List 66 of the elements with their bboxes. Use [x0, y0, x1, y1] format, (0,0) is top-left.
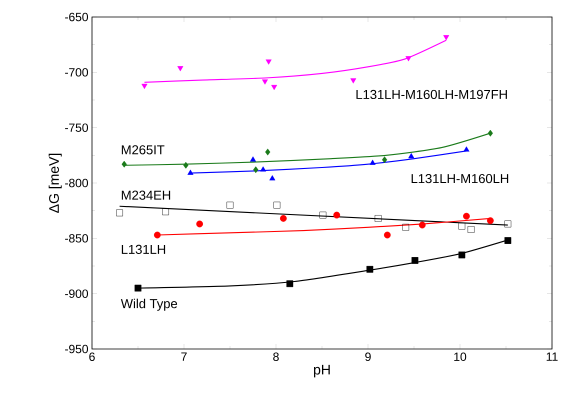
series-label: M234EH	[122, 190, 170, 200]
point	[402, 224, 410, 231]
series-label: M265IT	[122, 145, 164, 154]
x-tick-label: 11	[546, 352, 558, 361]
point	[122, 160, 127, 168]
y-tick-label: -800	[65, 178, 88, 188]
x-tick-label: 10	[454, 352, 466, 361]
x-tick-label: 7	[181, 352, 187, 361]
point	[265, 148, 270, 156]
point	[458, 222, 466, 230]
point	[382, 156, 388, 164]
point	[154, 232, 161, 238]
point	[280, 215, 287, 222]
y-tick-label: -700	[65, 68, 88, 77]
point	[286, 280, 294, 288]
point	[333, 212, 340, 218]
point	[412, 257, 418, 264]
point	[488, 130, 493, 137]
point	[262, 79, 268, 85]
y-tick-label: -650	[65, 12, 88, 22]
series-label: L131LH	[122, 244, 166, 254]
point	[274, 202, 280, 209]
point	[418, 222, 426, 228]
point	[366, 266, 374, 273]
series-label: L131LH-M160LH-M197FH	[356, 90, 507, 100]
point	[504, 220, 512, 228]
point	[408, 153, 414, 158]
x-tick-label: 6	[89, 352, 95, 361]
point	[141, 84, 148, 89]
point	[187, 170, 194, 175]
point	[226, 202, 234, 209]
point	[260, 166, 266, 172]
y-tick-label: -850	[65, 234, 88, 243]
point	[468, 226, 474, 233]
x-tick-label: 8	[273, 352, 279, 361]
point	[271, 84, 278, 90]
point	[463, 146, 470, 152]
point	[486, 217, 494, 224]
point	[183, 162, 188, 169]
y-tick-label: -900	[65, 289, 88, 298]
point	[458, 252, 466, 258]
x-tick-label: 9	[365, 352, 371, 361]
point	[196, 220, 204, 228]
point	[374, 215, 382, 222]
point	[320, 212, 326, 218]
point	[134, 284, 142, 292]
point	[463, 212, 470, 220]
point	[406, 56, 412, 62]
point	[266, 59, 272, 65]
y-tick-label: -750	[65, 123, 88, 132]
point	[177, 66, 184, 72]
x-axis-title: pH	[314, 364, 330, 378]
y-axis-title: ΔG [meV]	[48, 154, 62, 213]
point	[116, 209, 123, 216]
point	[504, 237, 512, 244]
series-label: L131LH-M160LH	[412, 174, 508, 184]
point	[253, 166, 258, 174]
point	[443, 35, 450, 40]
point	[370, 160, 376, 165]
point	[269, 175, 276, 180]
point	[162, 208, 169, 216]
point	[384, 232, 391, 238]
series-label: Wild Type	[120, 298, 178, 311]
point	[250, 156, 256, 162]
point	[350, 78, 356, 84]
y-tick-label: -950	[65, 344, 88, 354]
